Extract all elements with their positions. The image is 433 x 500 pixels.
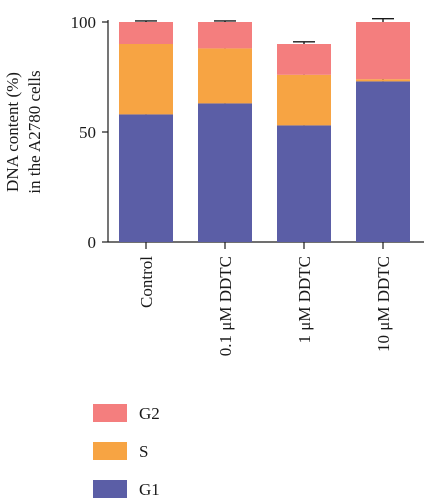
bar-segment-g2 — [119, 22, 173, 44]
x-tick-label: 0.1 μM DDTC — [216, 256, 235, 356]
bar-segment-g2 — [198, 22, 252, 49]
bar-segment-s — [198, 48, 252, 104]
y-tick-label: 50 — [79, 123, 96, 142]
y-axis-title-line: in the A2780 cells — [25, 70, 44, 193]
legend-swatch-g2 — [93, 404, 127, 422]
legend-label-s: S — [139, 442, 148, 461]
bar-segment-g2 — [356, 22, 410, 80]
bar-segment-g1 — [277, 125, 331, 242]
legend-label-g1: G1 — [139, 480, 160, 499]
bar-segment-s — [119, 44, 173, 115]
bar-segment-s — [356, 79, 410, 82]
plot-area: DNA content (%) in the A2780 cells 0 50 100 C… — [3, 13, 424, 356]
y-axis-title: DNA content (%) in the A2780 cells — [3, 70, 44, 193]
legend-swatch-s — [93, 442, 127, 460]
y-axis-title-line: DNA content (%) — [3, 72, 22, 192]
bar-segment-s — [277, 74, 331, 126]
bar-segment-g1 — [119, 114, 173, 242]
x-tick-label: Control — [137, 256, 156, 308]
bar-segment-g2 — [277, 44, 331, 75]
y-tick-label: 100 — [71, 13, 97, 32]
legend-label-g2: G2 — [139, 404, 160, 423]
y-tick-label: 0 — [88, 233, 97, 252]
x-tick-label: 1 μM DDTC — [295, 256, 314, 344]
legend: G2 S G1 — [93, 404, 160, 499]
legend-swatch-g1 — [93, 480, 127, 498]
bar-segment-g1 — [198, 103, 252, 243]
x-tick-label: 10 μM DDTC — [374, 256, 393, 352]
bar-segment-g1 — [356, 81, 410, 243]
